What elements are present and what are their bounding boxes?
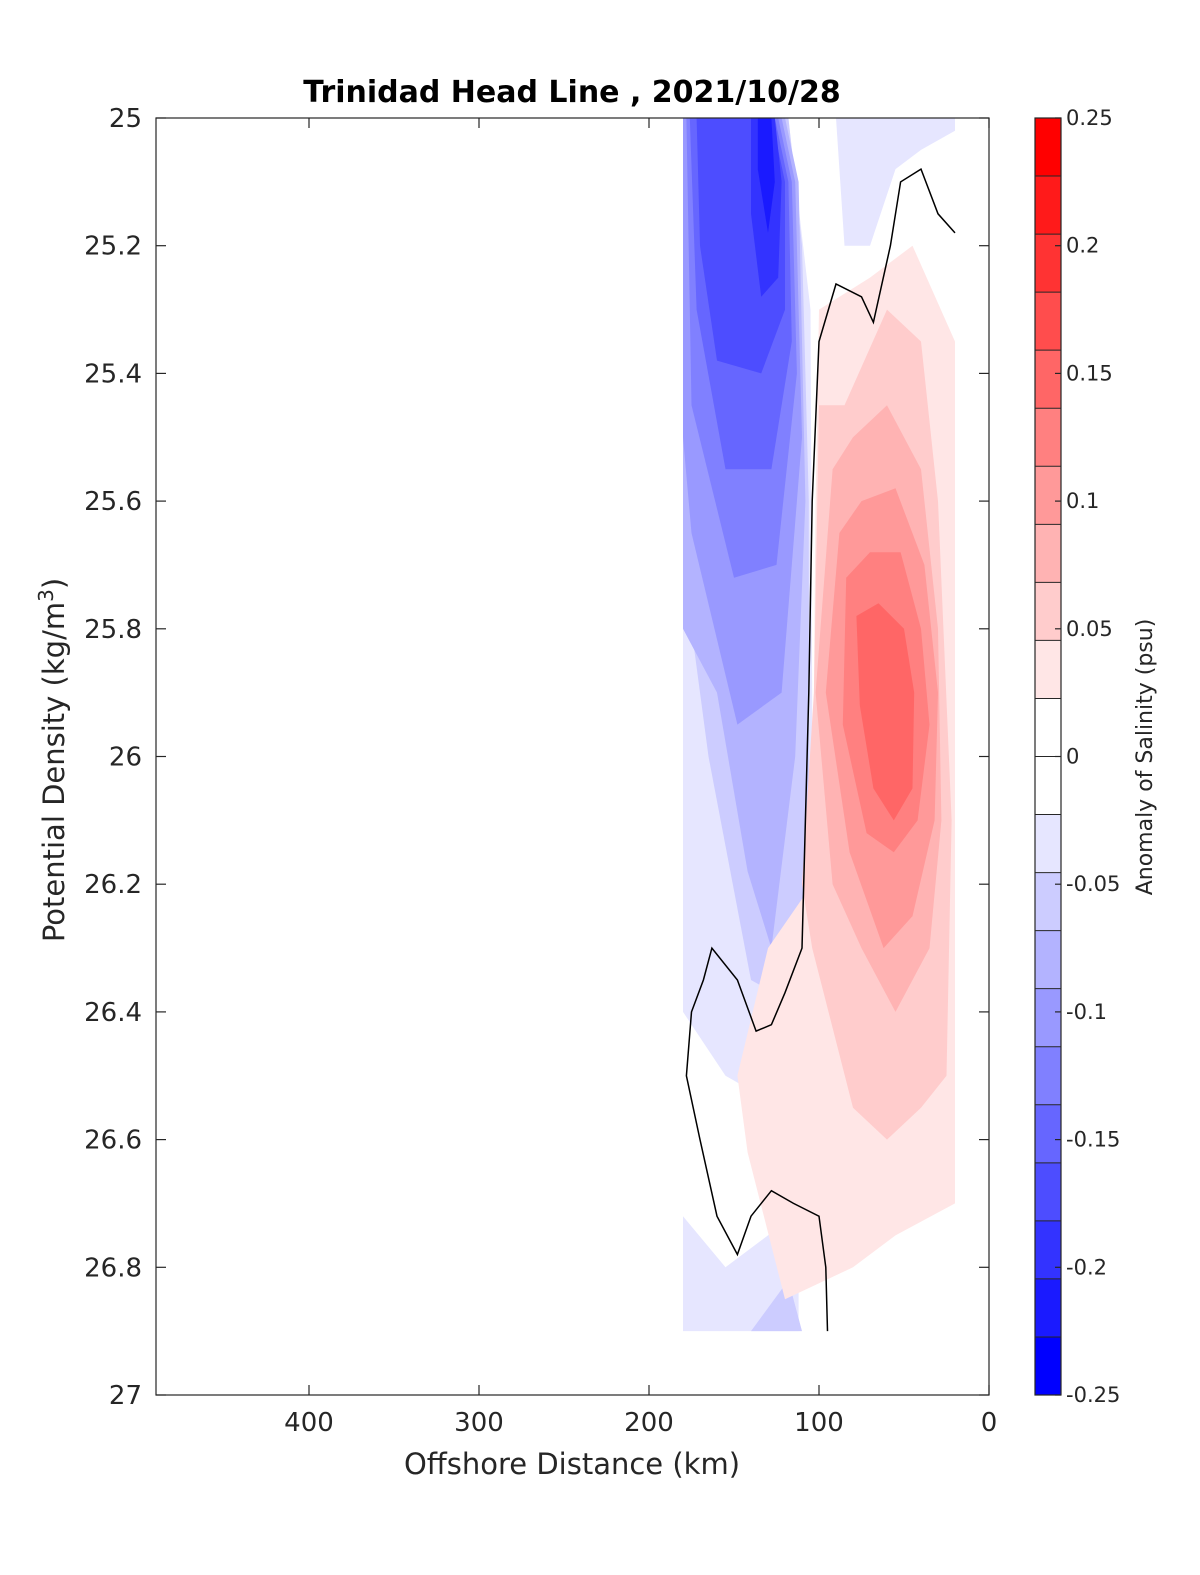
colorbar-bin-21 xyxy=(1035,118,1061,177)
y-tick-label-2: 25.4 xyxy=(84,359,142,389)
y-tick-label-6: 26.2 xyxy=(84,870,142,900)
y-tick-label-10: 27 xyxy=(109,1381,142,1411)
colorbar-bin-11 xyxy=(1035,698,1061,757)
y-tick-label-8: 26.6 xyxy=(84,1126,142,1156)
y-tick-label-5: 26 xyxy=(109,743,142,773)
x-tick-label-2: 200 xyxy=(624,1408,674,1438)
colorbar-tick-label-7: 0.1 xyxy=(1066,489,1099,513)
chart-title: Trinidad Head Line , 2021/10/28 xyxy=(303,75,840,110)
x-axis-label: Offshore Distance (km) xyxy=(404,1447,740,1481)
colorbar-bin-5 xyxy=(1035,1046,1061,1105)
colorbar-tick-label-5: 0 xyxy=(1066,745,1079,769)
colorbar-bin-6 xyxy=(1035,988,1061,1047)
y-tick-label-9: 26.8 xyxy=(84,1253,142,1283)
y-tick-label-7: 26.4 xyxy=(84,998,142,1028)
colorbar-label: Anomaly of Salinity (psu) xyxy=(1133,619,1158,896)
colorbar-bin-4 xyxy=(1035,1104,1061,1163)
contour-fill-group xyxy=(683,118,956,1332)
colorbar-tick-label-4: -0.05 xyxy=(1066,872,1120,896)
colorbar-tick-label-1: -0.2 xyxy=(1066,1255,1107,1279)
colorbar-bin-13 xyxy=(1035,582,1061,641)
colorbar-bin-0 xyxy=(1035,1336,1061,1395)
colorbar-bin-9 xyxy=(1035,814,1061,873)
y-axis-label-close: ) xyxy=(37,578,71,589)
x-tick-label-0: 400 xyxy=(284,1408,334,1438)
colorbar-bin-15 xyxy=(1035,466,1061,525)
contour-region-8 xyxy=(757,118,775,233)
axes: 400 300 200 100 0 25 25.2 25.4 25.6 25.8 26 26.2 26.… xyxy=(84,104,997,1438)
colorbar-tick-label-10: 0.25 xyxy=(1066,106,1113,130)
colorbar: -0.25 -0.2 -0.15 -0.1 -0.05 0 0.05 0.1 0.15 0.2 0.… xyxy=(1034,106,1120,1407)
colorbar-tick-label-3: -0.1 xyxy=(1066,1000,1107,1024)
colorbar-tick-label-9: 0.2 xyxy=(1066,234,1099,258)
y-axis-label-superscript: 3 xyxy=(34,589,58,602)
colorbar-tick-label-2: -0.15 xyxy=(1066,1128,1120,1152)
colorbar-tick-label-0: -0.25 xyxy=(1066,1383,1120,1407)
plot-area xyxy=(683,118,956,1332)
y-axis-label: Potential Density (kg/m3) xyxy=(34,578,71,942)
colorbar-bin-2 xyxy=(1035,1220,1061,1279)
colorbar-bin-20 xyxy=(1035,176,1061,235)
colorbar-bin-3 xyxy=(1035,1162,1061,1221)
colorbar-tick-label-8: 0.15 xyxy=(1066,361,1113,385)
colorbar-bin-10 xyxy=(1035,756,1061,815)
y-axis-label-main: Potential Density (kg/m xyxy=(37,602,71,942)
y-tick-label-1: 25.2 xyxy=(84,232,142,262)
x-tick-label-4: 0 xyxy=(981,1408,998,1438)
y-tick-label-3: 25.6 xyxy=(84,487,142,517)
colorbar-bin-8 xyxy=(1035,872,1061,931)
colorbar-bin-12 xyxy=(1035,640,1061,699)
y-tick-label-0: 25 xyxy=(109,104,142,134)
colorbar-bin-14 xyxy=(1035,524,1061,583)
contour-region-17 xyxy=(856,603,915,821)
y-tick-label-4: 25.8 xyxy=(84,615,142,645)
colorbar-bin-18 xyxy=(1035,292,1061,351)
x-tick-label-3: 100 xyxy=(794,1408,844,1438)
colorbar-bin-1 xyxy=(1035,1278,1061,1337)
zero-contour-line-0 xyxy=(685,167,956,1332)
colorbar-bin-7 xyxy=(1035,930,1061,989)
colorbar-bin-17 xyxy=(1035,350,1061,409)
colorbar-bin-19 xyxy=(1035,234,1061,293)
x-tick-label-1: 300 xyxy=(454,1408,504,1438)
colorbar-tick-label-6: 0.05 xyxy=(1066,617,1113,641)
contour-region-11 xyxy=(836,118,955,246)
colorbar-bin-16 xyxy=(1035,408,1061,467)
